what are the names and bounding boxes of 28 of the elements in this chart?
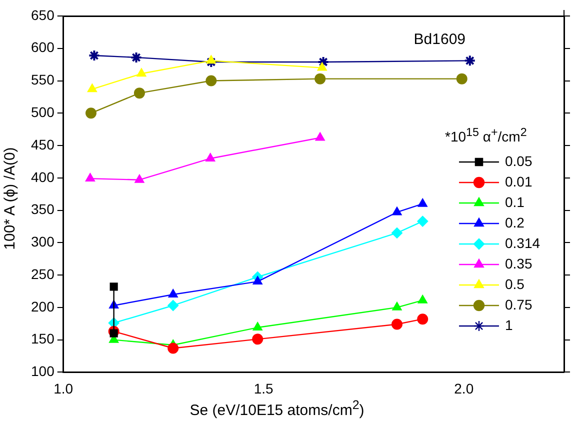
y-tick-label: 300 [31,234,55,250]
legend-label: 1 [505,316,513,333]
y-tick-label: 100 [31,363,55,380]
y-axis-title: 100* A (ϕ) /A(0) [2,146,18,252]
x-tick-label: 1.5 [254,380,274,396]
legend-label: 0.35 [505,255,532,272]
y-tick-label: 150 [31,330,55,347]
y-tick-label: 250 [31,266,55,282]
y-tick-label: 650 [31,6,55,23]
y-tick-label: 200 [31,298,55,314]
y-tick-label: 350 [31,201,55,218]
y-tick-label: 500 [31,104,55,120]
legend-title: *10$^{15}$ α$^{+}$/cm$^{2}$ [445,126,527,145]
x-tick-label: 2.0 [454,380,474,396]
legend-label: 0.01 [505,173,532,190]
y-tick-label: 450 [31,136,55,152]
y-tick-label: 400 [31,168,55,185]
legend-label: 0.5 [505,276,525,292]
legend-label: 0.75 [505,296,532,312]
y-tick-label: 600 [31,39,55,56]
x-tick-label: 1.0 [54,380,74,396]
y-tick-label: 550 [31,72,55,88]
annotation: Bd1609 [414,31,466,48]
x-axis-title: Se (eV/10E15 atoms/cm$^{2}$) [188,398,366,419]
legend-label: 0.1 [505,194,525,210]
legend-label: 0.314 [505,234,540,251]
legend-label: 0.2 [505,214,525,230]
legend-label: 0.05 [505,152,532,169]
